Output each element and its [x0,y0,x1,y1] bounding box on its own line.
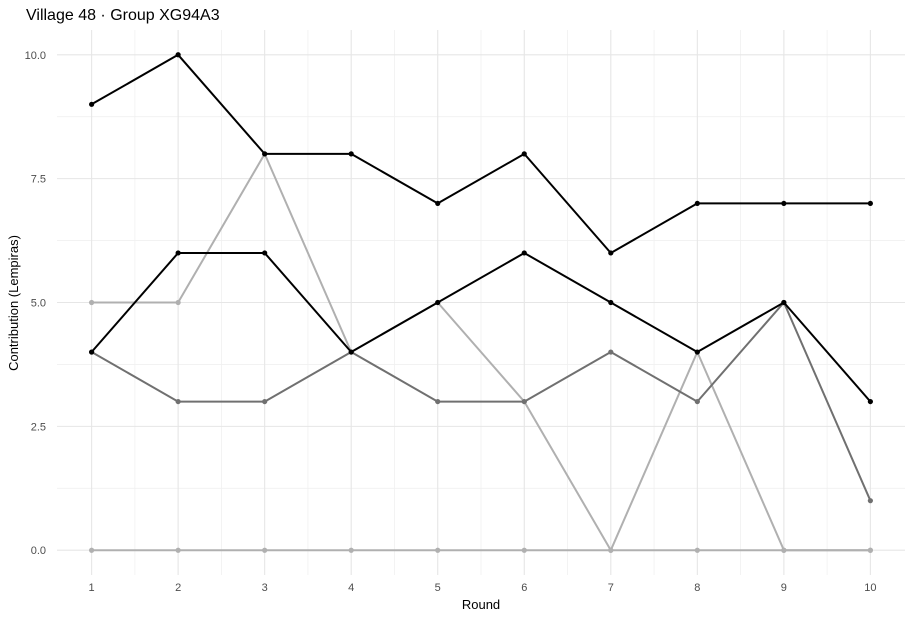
data-point [867,398,873,405]
data-point [781,299,787,306]
data-point [175,547,181,553]
data-point [89,299,95,306]
series-lines [89,52,873,553]
data-point [521,151,527,157]
x-tick-label: 9 [781,582,787,594]
y-tick-label: 7.5 [31,174,46,186]
data-point [262,547,268,553]
tick-labels: 0.0 2.5 5.0 7.5 10.0 1 2 3 4 5 6 7 8 9 10 [25,50,877,594]
data-point [867,498,873,504]
data-point [867,200,873,207]
data-point [262,151,268,157]
x-tick-label: 2 [175,582,181,594]
grid [57,30,905,575]
x-tick-label: 7 [608,582,614,594]
series-line [90,252,872,403]
data-point [608,299,614,306]
data-point [348,349,354,355]
data-point [521,250,527,256]
data-point [694,349,700,355]
data-point [348,547,354,553]
x-tick-label: 10 [864,582,876,594]
data-point [435,547,441,553]
data-point [89,349,95,355]
series-line [91,53,871,254]
x-tick-label: 1 [89,582,95,594]
y-axis-title: Contribution (Lempiras) [6,235,21,371]
x-tick-label: 4 [348,582,354,594]
data-point [175,398,181,405]
data-point [694,547,700,553]
x-tick-label: 8 [694,582,700,594]
data-point [867,547,873,553]
x-axis-title: Round [462,597,500,612]
x-tick-label: 3 [262,582,268,594]
x-tick-label: 5 [435,582,441,594]
data-point [435,299,441,306]
data-point [435,398,441,405]
y-tick-label: 2.5 [31,421,46,433]
chart-title: Village 48 · Group XG94A3 [26,7,220,24]
data-point [348,151,354,157]
data-point [175,299,181,306]
series-2 [89,250,873,405]
data-point [175,52,181,58]
series-line [91,152,871,552]
data-point [608,250,614,256]
data-point [608,547,614,553]
y-tick-label: 0.0 [31,545,46,557]
data-point [694,398,700,405]
data-point [262,398,268,405]
data-point [694,200,700,207]
data-point [781,200,787,207]
series-1 [89,52,873,256]
data-point [175,250,181,256]
y-tick-label: 5.0 [31,298,46,310]
series-line [91,301,872,502]
data-point [521,547,527,553]
data-point [608,349,614,355]
data-point [435,200,441,207]
data-point [781,547,787,553]
data-point [89,547,95,553]
data-point [521,398,527,405]
data-point [89,101,95,107]
data-point [262,250,268,256]
y-tick-label: 10.0 [25,50,46,62]
x-tick-label: 6 [521,582,527,594]
